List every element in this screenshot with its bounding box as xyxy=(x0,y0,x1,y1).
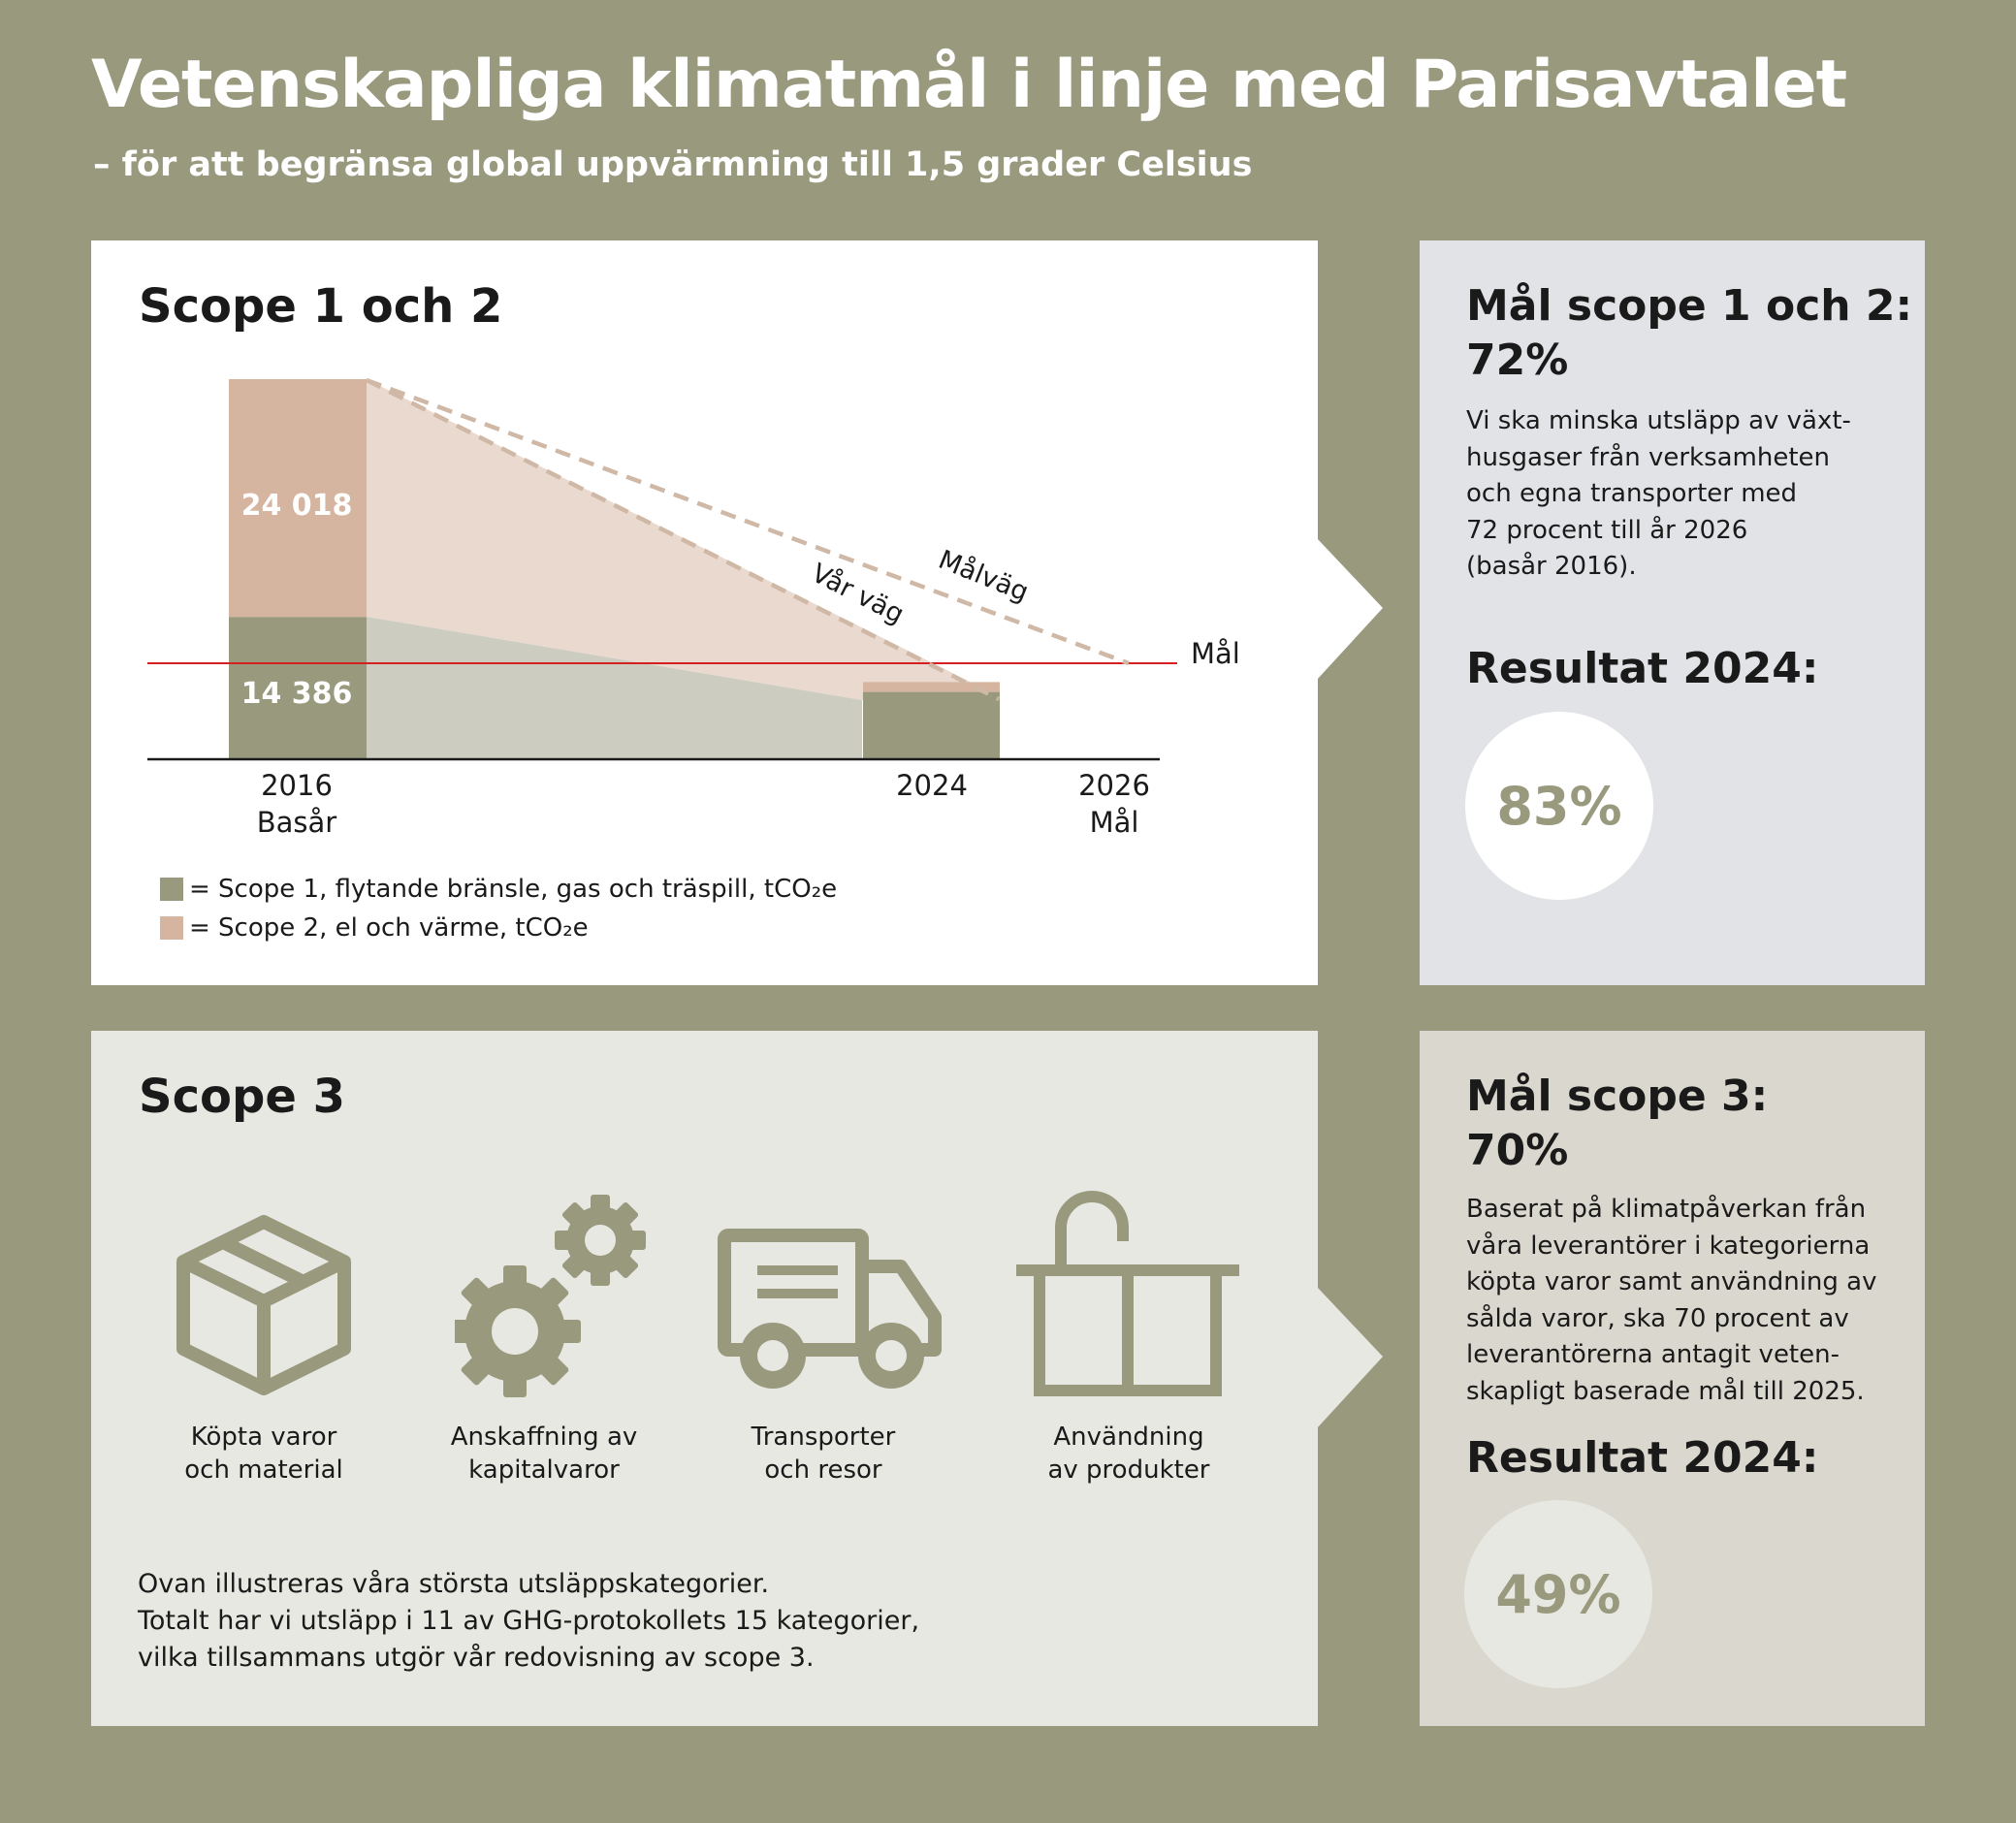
page-subtitle: – för att begränsa global uppvärmning ti… xyxy=(93,145,1253,184)
scope3-heading: Scope 3 xyxy=(139,1070,346,1124)
scope3-goal-heading: Mål scope 3: 70% xyxy=(1466,1070,1768,1178)
scope3-panel: Scope 3 Köpta varor och material xyxy=(91,1031,1318,1726)
scope12-pointer xyxy=(1317,538,1383,680)
target-path-line xyxy=(366,377,1130,666)
bar-2024-scope1 xyxy=(863,691,1000,759)
scope3-pointer xyxy=(1317,1287,1383,1428)
scope3-result-heading: Resultat 2024: xyxy=(1466,1433,1819,1483)
scope3-footnote: Ovan illustreras våra största utsläppska… xyxy=(138,1569,920,1673)
truck-icon xyxy=(718,1229,942,1389)
legend-scope1: = Scope 1, flytande bränsle, gas och trä… xyxy=(160,875,837,904)
target-path-label: Målväg xyxy=(934,545,1033,608)
our-path-line xyxy=(365,377,1001,702)
scope3-result-value: 49% xyxy=(1495,1563,1621,1625)
x-tick-2024: 2024 xyxy=(835,767,1029,804)
scope12-goal-text: Vi ska minska utsläpp av växt- husgaser … xyxy=(1466,406,1851,581)
bin-icon xyxy=(1016,1191,1239,1396)
scope12-result-value: 83% xyxy=(1496,775,1622,837)
bar-2024-scope2 xyxy=(863,682,1000,692)
box-icon xyxy=(176,1215,351,1395)
scope3-side-panel: Mål scope 3: 70% Baserat på klimatpåverk… xyxy=(1420,1031,1925,1726)
scope12-result-circle: 83% xyxy=(1465,712,1653,900)
legend-swatch-scope2 xyxy=(160,916,183,940)
x-tick-2016-text: 2016 Basår xyxy=(256,769,337,839)
scope12-goal-value: 72% xyxy=(1466,336,1569,385)
scope3-result-circle: 49% xyxy=(1464,1500,1652,1688)
scope3-goal-value: 70% xyxy=(1466,1126,1569,1175)
page-title: Vetenskapliga klimatmål i linje med Pari… xyxy=(91,47,1847,123)
icon-label-truck: Transporter och resor xyxy=(751,1423,896,1485)
scope1-trend-area xyxy=(367,617,862,759)
scope12-panel: Scope 1 och 2 Vår väg Målväg Mål 24 018 … xyxy=(91,240,1318,985)
scope12-side-panel: Mål scope 1 och 2: 72% Vi ska minska uts… xyxy=(1420,240,1925,985)
legend-label-scope2: = Scope 2, el och värme, tCO₂e xyxy=(189,913,589,943)
bar-2016-scope1 xyxy=(229,617,367,759)
scope12-result-heading: Resultat 2024: xyxy=(1466,644,1819,693)
scope12-goal-heading: Mål scope 1 och 2: 72% xyxy=(1466,279,1912,388)
data-label-scope2-2016: 24 018 xyxy=(241,489,353,523)
scope12-chart: Vår väg Målväg Mål 24 018 14 386 xyxy=(147,377,1240,761)
x-tick-2026: 2026 Mål xyxy=(1017,767,1211,841)
x-tick-2016: 2016 Basår xyxy=(200,767,394,841)
x-tick-2026-text: 2026 Mål xyxy=(1078,769,1150,839)
x-tick-2024-text: 2024 xyxy=(896,769,968,802)
legend-scope2: = Scope 2, el och värme, tCO₂e xyxy=(160,913,589,943)
scope3-goal-title: Mål scope 3: xyxy=(1466,1071,1769,1121)
bar-2016-scope2 xyxy=(229,379,367,618)
gears-icon xyxy=(455,1195,646,1397)
icon-label-gears: Anskaffning av kapitalvaror xyxy=(450,1423,638,1485)
legend-swatch-scope1 xyxy=(160,878,183,901)
icon-label-box: Köpta varor och material xyxy=(184,1423,343,1485)
icon-label-bin: Användning av produkter xyxy=(1047,1423,1210,1485)
scope12-goal-title: Mål scope 1 och 2: xyxy=(1466,281,1913,331)
target-label: Mål xyxy=(1191,637,1240,670)
data-label-scope1-2016: 14 386 xyxy=(241,677,353,711)
scope12-heading: Scope 1 och 2 xyxy=(139,279,503,334)
legend-label-scope1: = Scope 1, flytande bränsle, gas och trä… xyxy=(189,875,838,904)
scope3-goal-text: Baserat på klimatpåverkan från våra leve… xyxy=(1466,1195,1877,1406)
